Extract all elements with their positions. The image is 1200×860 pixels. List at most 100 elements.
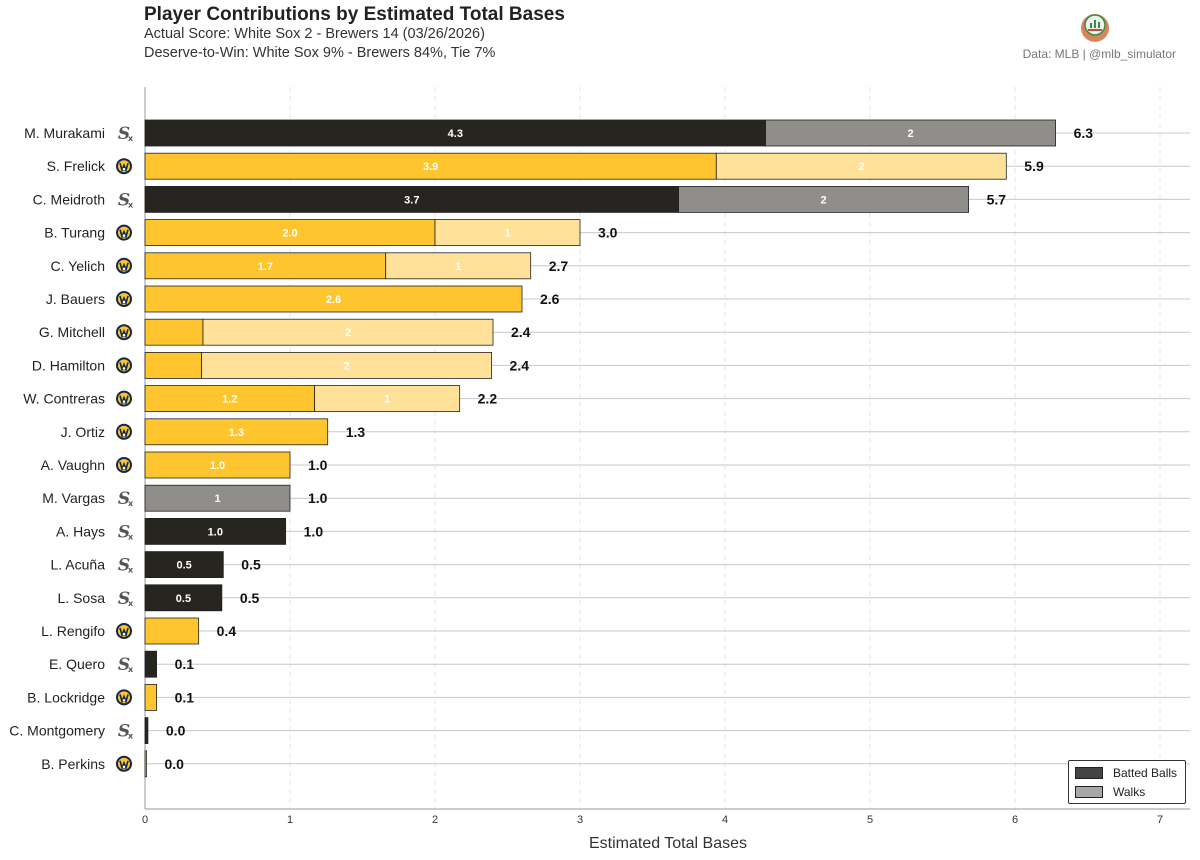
bar-label-walks-b-turang: 1 <box>504 228 510 240</box>
legend-label-batted-balls: Batted Balls <box>1113 765 1178 780</box>
white-sox-logo-icon-glyph: S <box>118 489 130 509</box>
white-sox-logo-icon: Sx <box>118 124 134 144</box>
player-name-a-vaughn: A. Vaughn <box>41 457 105 473</box>
brewers-logo-icon-ball <box>122 366 126 371</box>
white-sox-logo-icon: Sx <box>118 556 134 576</box>
total-label-e-quero: 0.1 <box>175 656 195 672</box>
brewers-logo-icon-ball <box>122 698 126 703</box>
bar-label-walks-d-hamilton: 2 <box>343 360 349 372</box>
white-sox-logo-icon-glyph-x: x <box>128 499 134 508</box>
x-tick-label-4: 4 <box>722 814 728 826</box>
brewers-logo-icon <box>116 457 132 473</box>
white-sox-logo-icon: Sx <box>118 489 134 509</box>
bar-label-batted-l-sosa: 0.5 <box>176 593 191 605</box>
total-label-w-contreras: 2.2 <box>478 391 498 407</box>
total-label-b-lockridge: 0.1 <box>175 689 195 705</box>
bar-batted-m-murakami <box>144 119 766 147</box>
bar-label-batted-w-contreras: 1.2 <box>222 394 237 406</box>
bar-batted-b-perkins <box>144 750 147 778</box>
bar-batted-a-vaughn <box>144 451 291 479</box>
player-name-g-mitchell: G. Mitchell <box>39 324 105 340</box>
player-name-c-montgomery: C. Montgomery <box>9 723 105 739</box>
white-sox-logo-icon-glyph: S <box>118 655 130 675</box>
total-label-l-acu-a: 0.5 <box>241 557 261 573</box>
white-sox-logo-icon: Sx <box>118 589 134 609</box>
brewers-logo-icon <box>116 257 132 274</box>
white-sox-logo-icon: Sx <box>118 522 134 542</box>
bar-label-batted-j-bauers: 2.6 <box>326 294 341 306</box>
brewers-logo-icon <box>116 623 132 639</box>
white-sox-logo-icon: Sx <box>118 655 134 675</box>
x-tick-label-2: 2 <box>432 814 438 826</box>
simulator-logo-icon <box>1081 14 1109 42</box>
white-sox-logo-icon-glyph: S <box>118 190 130 210</box>
data-credit: Data: MLB | @mlb_simulator <box>1022 47 1176 61</box>
bar-walks-c-meidroth <box>678 185 969 213</box>
brewers-logo-icon <box>116 224 132 241</box>
total-label-b-perkins: 0.0 <box>164 756 184 772</box>
legend: Batted Balls Walks <box>1068 760 1186 804</box>
x-tick-label-6: 6 <box>1012 814 1018 826</box>
bar-batted-c-meidroth <box>144 185 679 213</box>
total-label-l-sosa: 0.5 <box>240 590 260 606</box>
brewers-logo-icon-ball <box>122 466 126 470</box>
brewers-logo-icon <box>116 755 132 772</box>
brewers-logo-icon-mark <box>119 461 129 472</box>
bar-batted-e-quero <box>144 650 158 678</box>
player-name-b-perkins: B. Perkins <box>41 756 105 772</box>
bar-label-batted-c-yelich: 1.7 <box>258 261 273 273</box>
player-name-a-hays: A. Hays <box>56 523 105 539</box>
bar-walks-s-frelick <box>715 152 1007 180</box>
brewers-logo-icon-ball <box>122 764 126 769</box>
bar-walks-d-hamilton <box>201 351 492 379</box>
legend-item-batted-balls: Batted Balls <box>1075 765 1177 780</box>
brewers-logo-icon-ball <box>122 167 126 172</box>
white-sox-logo-icon-glyph-x: x <box>128 566 134 575</box>
bar-label-walks-m-vargas: 1 <box>214 493 220 505</box>
bar-label-batted-c-meidroth: 3.7 <box>404 194 419 206</box>
brewers-logo-icon-mark <box>119 328 129 339</box>
total-label-c-yelich: 2.7 <box>549 258 569 274</box>
bar-walks-c-yelich <box>385 252 532 280</box>
player-name-l-rengifo: L. Rengifo <box>41 623 105 639</box>
total-label-c-montgomery: 0.0 <box>166 723 186 739</box>
brewers-logo-icon-ball <box>122 300 126 304</box>
bar-label-walks-w-contreras: 1 <box>384 394 390 406</box>
total-label-b-turang: 3.0 <box>598 225 618 241</box>
brewers-logo-icon-ball <box>122 399 126 404</box>
bar-label-batted-a-hays: 1.0 <box>208 526 223 538</box>
bar-batted-j-bauers <box>144 285 523 313</box>
brewers-logo-icon-ball <box>122 632 126 636</box>
brewers-logo-icon-mark <box>119 627 129 638</box>
brewers-logo-icon-mark <box>119 295 129 306</box>
white-sox-logo-icon-glyph-x: x <box>128 532 134 541</box>
brewers-logo-icon-ball <box>122 233 126 238</box>
bar-label-batted-m-murakami: 4.3 <box>448 128 463 140</box>
brewers-logo-icon-mark <box>119 262 129 273</box>
bar-batted-a-hays <box>144 518 287 545</box>
player-name-l-sosa: L. Sosa <box>58 590 106 606</box>
legend-swatch-batted-balls <box>1075 766 1103 779</box>
brewers-logo-icon-ball <box>122 266 126 271</box>
bar-batted-b-lockridge <box>144 684 158 711</box>
bar-batted-c-montgomery <box>144 717 149 744</box>
bar-label-batted-j-ortiz: 1.3 <box>229 427 244 439</box>
player-name-l-acu-a: L. Acuña <box>51 557 106 573</box>
player-name-j-bauers: J. Bauers <box>46 291 105 307</box>
brewers-logo-icon-mark <box>119 428 129 439</box>
bar-batted-c-yelich <box>144 252 387 280</box>
total-label-j-bauers: 2.6 <box>540 291 560 307</box>
legend-swatch-walks <box>1075 785 1103 798</box>
white-sox-logo-icon-glyph: S <box>118 522 130 542</box>
bar-batted-l-rengifo <box>144 617 200 645</box>
bar-batted-l-acu-a <box>144 551 224 578</box>
white-sox-logo-icon-glyph-x: x <box>128 134 134 143</box>
player-name-m-murakami: M. Murakami <box>24 125 105 141</box>
bar-walks-w-contreras <box>314 385 461 413</box>
player-name-e-quero: E. Quero <box>49 656 105 672</box>
bar-batted-j-ortiz <box>144 418 329 446</box>
brewers-logo-icon-mark <box>119 162 129 173</box>
total-label-j-ortiz: 1.3 <box>346 424 366 440</box>
brewers-logo-icon-mark <box>119 760 129 771</box>
